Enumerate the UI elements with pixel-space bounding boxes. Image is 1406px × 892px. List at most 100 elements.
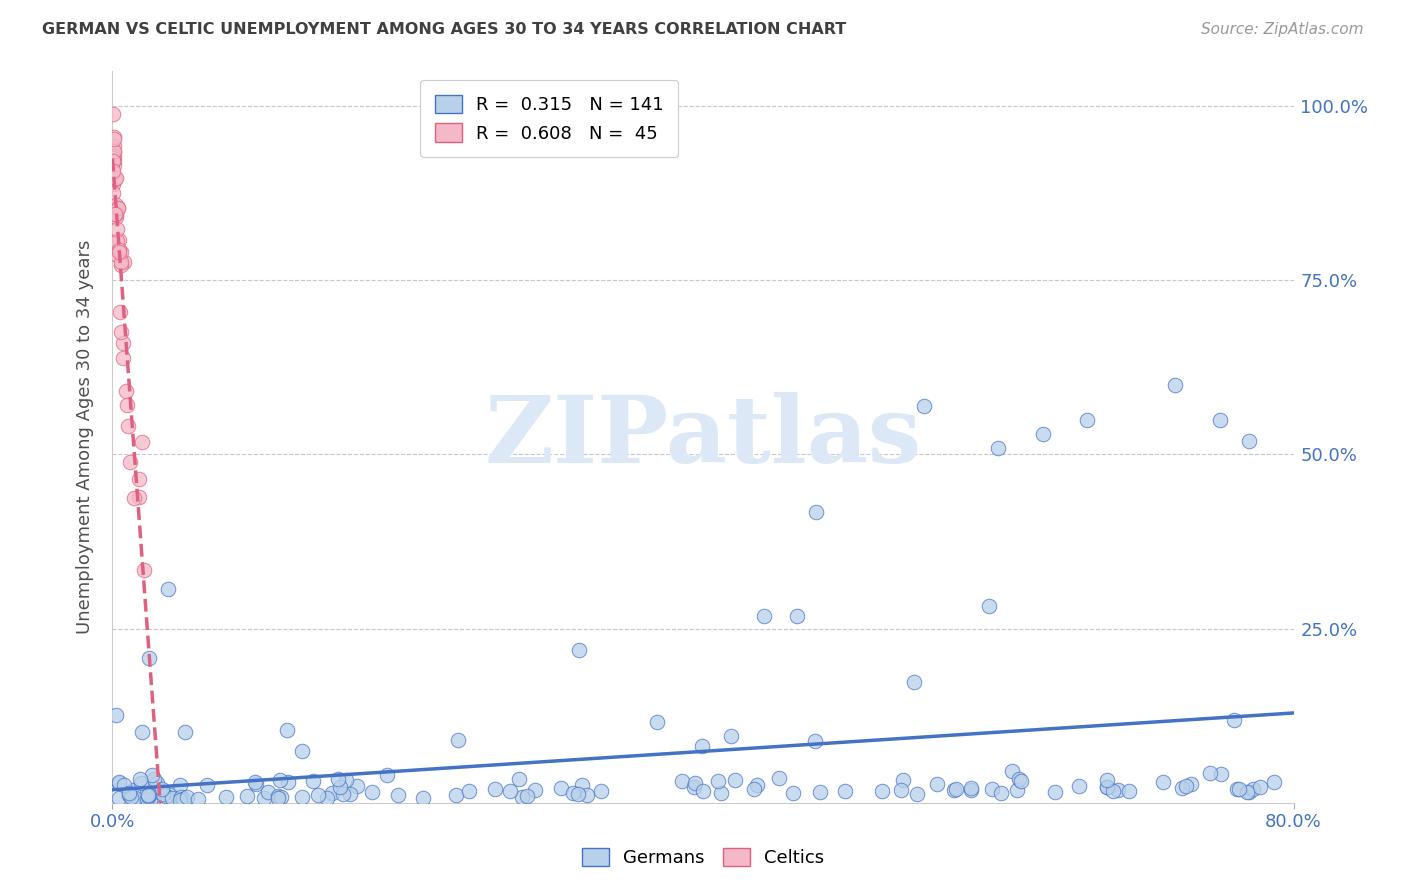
Point [120, 789, 142, 804]
Point [987, 441, 1010, 455]
Point [103, 163, 125, 178]
Point [131, 724, 153, 739]
Point [346, 780, 368, 794]
Point [104, 171, 127, 186]
Point [131, 435, 153, 450]
Point [139, 793, 162, 807]
Point [744, 782, 766, 797]
Point [105, 222, 128, 236]
Point [118, 786, 141, 800]
Point [135, 792, 157, 806]
Point [107, 201, 129, 215]
Point [499, 784, 522, 798]
Point [110, 258, 132, 272]
Legend: Germans, Celtics: Germans, Celtics [575, 840, 831, 874]
Point [752, 609, 775, 624]
Point [960, 780, 983, 795]
Point [484, 781, 506, 796]
Point [571, 778, 593, 792]
Point [786, 609, 808, 624]
Point [1249, 780, 1271, 794]
Point [103, 149, 125, 163]
Point [103, 131, 125, 145]
Point [710, 786, 733, 800]
Point [103, 145, 125, 159]
Point [302, 773, 325, 788]
Point [1222, 713, 1244, 727]
Point [103, 145, 125, 159]
Point [169, 778, 191, 792]
Text: Source: ZipAtlas.com: Source: ZipAtlas.com [1201, 22, 1364, 37]
Point [103, 129, 125, 144]
Point [122, 491, 145, 506]
Point [980, 781, 1002, 796]
Point [1008, 772, 1031, 787]
Point [195, 778, 218, 792]
Point [104, 210, 127, 224]
Point [683, 776, 706, 790]
Point [111, 351, 134, 365]
Point [1209, 766, 1232, 780]
Point [107, 234, 129, 248]
Point [360, 785, 382, 799]
Point [960, 782, 983, 797]
Point [1001, 764, 1024, 778]
Point [1180, 777, 1202, 791]
Point [132, 563, 155, 577]
Point [375, 768, 398, 782]
Point [107, 791, 129, 805]
Point [105, 248, 128, 262]
Point [176, 789, 198, 804]
Point [108, 775, 131, 789]
Point [150, 782, 173, 797]
Point [276, 723, 298, 737]
Point [444, 789, 467, 803]
Point [905, 788, 928, 802]
Point [329, 780, 352, 794]
Point [1239, 434, 1261, 448]
Point [104, 170, 127, 185]
Point [104, 198, 127, 212]
Point [1107, 782, 1129, 797]
Point [1095, 780, 1118, 795]
Point [103, 177, 125, 191]
Point [104, 207, 127, 221]
Point [270, 790, 292, 805]
Point [135, 793, 157, 807]
Point [768, 771, 790, 785]
Point [107, 245, 129, 260]
Point [110, 325, 132, 339]
Point [339, 787, 361, 801]
Point [103, 151, 125, 165]
Point [1227, 781, 1250, 796]
Point [315, 791, 337, 805]
Point [576, 788, 599, 802]
Y-axis label: Unemployment Among Ages 30 to 34 years: Unemployment Among Ages 30 to 34 years [76, 240, 94, 634]
Point [243, 775, 266, 789]
Point [1067, 779, 1090, 793]
Text: ZIPatlas: ZIPatlas [485, 392, 921, 482]
Point [682, 780, 704, 794]
Point [291, 789, 314, 804]
Point [108, 243, 131, 257]
Point [645, 714, 668, 729]
Point [110, 254, 132, 268]
Point [155, 789, 177, 803]
Point [277, 774, 299, 789]
Point [187, 792, 209, 806]
Point [1174, 779, 1197, 793]
Point [128, 490, 150, 504]
Point [457, 784, 479, 798]
Point [307, 789, 329, 803]
Point [925, 777, 948, 791]
Point [977, 599, 1000, 614]
Point [945, 781, 967, 796]
Point [170, 790, 193, 805]
Point [136, 789, 159, 803]
Point [516, 789, 538, 803]
Point [568, 642, 591, 657]
Point [1208, 412, 1232, 426]
Point [173, 725, 195, 739]
Point [567, 787, 589, 801]
Point [782, 786, 804, 800]
